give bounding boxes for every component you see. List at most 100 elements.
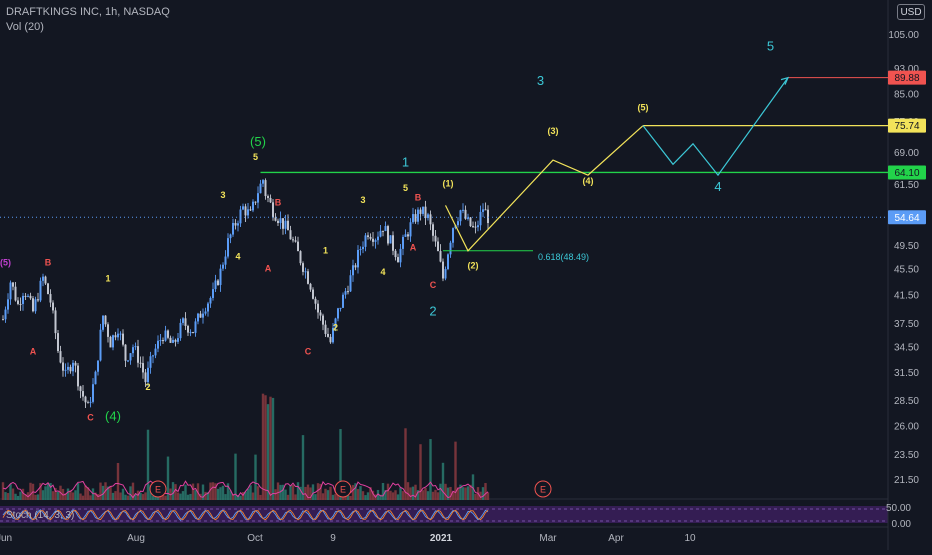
candle-body: [472, 226, 474, 228]
volume-bar: [16, 495, 20, 500]
projection-arrowhead: [780, 76, 790, 85]
candle-body: [202, 313, 204, 318]
candle-body: [119, 333, 122, 335]
volume-bar: [411, 486, 415, 500]
candle-body: [154, 348, 157, 356]
volume-bar: [196, 483, 200, 500]
candle-body: [199, 313, 202, 318]
earnings-marker-label: E: [540, 485, 546, 495]
volume-bar: [414, 484, 417, 500]
candle-body: [427, 214, 429, 219]
candle-body: [144, 372, 147, 383]
candle-body: [219, 268, 222, 285]
candle-body: [414, 214, 417, 222]
candle-body: [394, 250, 397, 258]
wave-label: 1: [402, 154, 409, 169]
price-tick-label: 85.00: [894, 89, 919, 100]
candle-body: [404, 234, 407, 237]
currency-button[interactable]: USD: [897, 4, 925, 20]
price-tick-label: 31.50: [894, 368, 919, 379]
candle-body: [359, 249, 362, 251]
wave-label: 2: [429, 304, 436, 319]
candle-body: [84, 396, 87, 403]
candle-body: [342, 294, 344, 308]
candle-body: [249, 209, 252, 211]
candle-body: [59, 351, 62, 363]
volume-bar: [286, 494, 290, 500]
candle-body: [147, 367, 149, 383]
candle-body: [284, 220, 287, 229]
volume-bar: [174, 484, 177, 500]
volume-bar: [426, 491, 430, 500]
candle-body: [354, 265, 357, 268]
volume-bar: [171, 482, 175, 500]
volume-bar: [274, 489, 277, 500]
earnings-marker-label: E: [340, 485, 346, 495]
candle-body: [32, 298, 34, 312]
cyan-projection: [642, 77, 789, 177]
candle-body: [2, 319, 4, 321]
volume-bar: [354, 483, 357, 500]
volume-bar: [144, 492, 147, 500]
stoch-label: Stoch (14, 3, 3): [6, 510, 74, 521]
price-tick-label: 61.50: [894, 180, 919, 191]
candle-body: [332, 327, 334, 343]
time-tick-label: Mar: [539, 533, 557, 544]
volume-bar: [41, 490, 45, 500]
candle-body: [304, 271, 307, 273]
candle-body: [37, 299, 39, 301]
candle-body: [322, 315, 324, 325]
candle-body: [49, 294, 52, 303]
candle-body: [94, 371, 97, 385]
candle-body: [102, 315, 104, 330]
candle-body: [369, 236, 372, 239]
volume-bar: [4, 492, 7, 500]
candle-body: [9, 282, 12, 300]
horizontal-levels: 0.618(48.49): [0, 77, 888, 262]
volume-bar: [384, 490, 387, 500]
candle-body: [482, 209, 484, 212]
price-axis: 105.0093.0085.0077.0069.0061.5054.5049.5…: [886, 30, 919, 530]
candle-body: [312, 289, 314, 299]
symbol-title: DRAFTKINGS INC, 1h, NASDAQ: [6, 6, 170, 18]
volume-bar: [351, 485, 355, 500]
volume-bar: [131, 482, 135, 500]
volume-bar: [191, 483, 195, 500]
earnings-marker: [149, 480, 167, 498]
volume-bars: [1, 393, 490, 500]
price-tick-label: 45.50: [894, 265, 919, 276]
volume-bar: [479, 491, 482, 500]
volume-bar: [141, 494, 145, 500]
volume-indicator-label[interactable]: Vol (20): [6, 21, 44, 33]
candle-body: [402, 236, 404, 249]
wave-label: C: [430, 280, 437, 290]
volume-bar: [81, 495, 85, 500]
volume-bar: [244, 491, 247, 500]
volume-bar: [429, 439, 432, 500]
candle-body: [434, 235, 437, 242]
volume-bar: [76, 482, 80, 500]
candle-body: [227, 238, 229, 257]
candle-body: [459, 210, 462, 222]
time-tick-label: Aug: [127, 533, 145, 544]
candle-body: [259, 183, 262, 194]
candle-body: [217, 280, 219, 285]
candle-body: [484, 209, 487, 211]
wave-label: 5: [767, 39, 774, 54]
candle-body: [389, 235, 392, 244]
candle-body: [179, 322, 182, 339]
price-tick-label: 105.00: [888, 30, 919, 41]
candle-body: [464, 209, 467, 219]
volume-bar: [424, 487, 427, 500]
candle-body: [302, 263, 304, 272]
wave-label: 5: [253, 152, 258, 162]
volume-bar: [204, 491, 207, 500]
candle-body: [157, 340, 159, 349]
volume-bar: [436, 492, 440, 500]
volume-bar: [64, 493, 67, 500]
candle-body: [189, 332, 192, 334]
candle-body: [267, 196, 269, 198]
wave-label: (5): [638, 102, 649, 112]
